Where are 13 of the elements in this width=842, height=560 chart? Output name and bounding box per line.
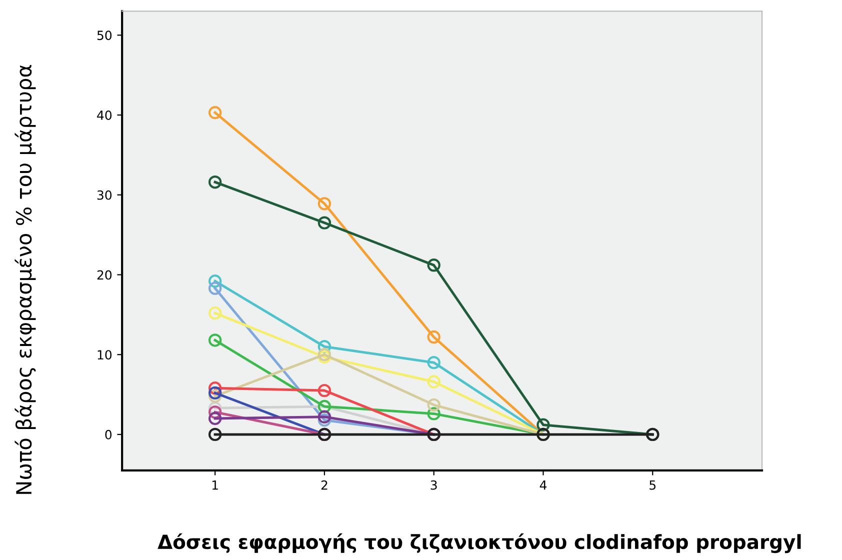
y-tick-label: 10	[98, 350, 112, 360]
y-tick-label: 50	[97, 30, 112, 40]
x-tick-label: 2	[321, 480, 328, 490]
y-tick-label: 20	[97, 270, 112, 280]
x-tick-label: 5	[650, 480, 656, 490]
x-tick-label: 1	[212, 480, 218, 490]
y-axis-title: Νωπό βάρος εκφρασμένο % του μάρτυρα	[14, 65, 36, 494]
x-tick-label: 3	[430, 480, 437, 490]
y-tick-label: 40	[97, 110, 112, 120]
x-axis-title: Δόσεις εφαρμογής του ζιζανιοκτόνου clodinafop propargyl	[158, 533, 801, 554]
y-tick-label: 30	[97, 190, 112, 200]
x-tick-label: 4	[540, 480, 547, 490]
y-tick-label: 0	[105, 430, 112, 440]
